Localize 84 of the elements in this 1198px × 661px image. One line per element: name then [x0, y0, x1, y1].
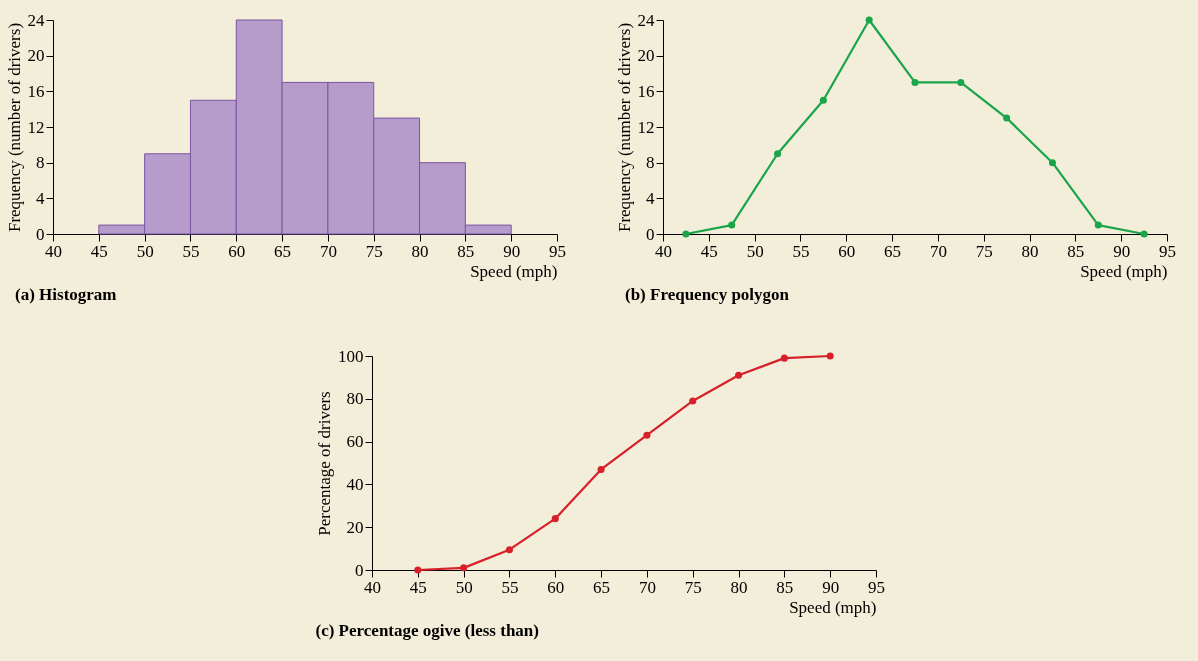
x-tick-label: 45 [700, 241, 718, 261]
y-tick-label: 12 [637, 117, 655, 137]
y-tick-label: 100 [338, 346, 364, 366]
y-tick-label: 8 [36, 153, 45, 173]
y-tick-label: 20 [346, 517, 364, 537]
x-tick-label: 95 [868, 577, 885, 597]
x-tick-label: 55 [182, 241, 200, 261]
point [911, 78, 919, 86]
x-tick-label: 80 [1021, 241, 1039, 261]
y-tick-label: 20 [637, 46, 655, 66]
point [597, 465, 605, 473]
x-axis-title: Speed (mph) [470, 261, 558, 281]
x-tick-label: 65 [593, 577, 611, 597]
x-axis-title: Speed (mph) [789, 597, 877, 617]
point [774, 150, 782, 158]
y-tick-label: 16 [637, 81, 655, 101]
x-tick-label: 85 [1067, 241, 1085, 261]
text: (a) Histogram [15, 285, 117, 304]
x-tick-label: 85 [457, 241, 475, 261]
point [728, 221, 736, 229]
x-tick-label: 45 [409, 577, 427, 597]
x-axis-title: Speed (mph) [1080, 261, 1168, 281]
x-tick-label: 80 [411, 241, 429, 261]
x-tick-label: 90 [822, 577, 840, 597]
point [826, 352, 834, 360]
x-tick-label: 95 [549, 241, 566, 261]
point [551, 515, 559, 523]
y-tick-label: 24 [637, 10, 655, 30]
text: (b) Frequency polygon [625, 285, 790, 304]
x-tick-label: 90 [1113, 241, 1131, 261]
point [957, 78, 965, 86]
x-tick-label: 40 [364, 577, 381, 597]
x-tick-label: 95 [1159, 241, 1176, 261]
y-tick-label: 16 [27, 81, 45, 101]
x-tick-label: 75 [684, 577, 702, 597]
y-tick-label: 0 [355, 560, 364, 580]
point [1048, 159, 1056, 167]
x-tick-label: 70 [929, 241, 947, 261]
x-tick-label: 50 [455, 577, 473, 597]
x-tick-label: 85 [776, 577, 794, 597]
point [505, 546, 513, 554]
x-tick-label: 70 [319, 241, 337, 261]
point [1140, 230, 1148, 238]
y-tick-label: 40 [346, 474, 364, 494]
y-tick-label: 4 [646, 188, 655, 208]
y-axis-title: Frequency (number of drivers) [614, 22, 634, 233]
point [1003, 114, 1011, 122]
point [460, 564, 468, 572]
x-tick-label: 50 [136, 241, 154, 261]
x-tick-label: 75 [365, 241, 383, 261]
x-tick-label: 60 [838, 241, 856, 261]
x-tick-label: 65 [274, 241, 292, 261]
y-tick-label: 24 [27, 10, 45, 30]
point [643, 431, 651, 439]
x-tick-label: 60 [547, 577, 565, 597]
x-tick-label: 90 [503, 241, 521, 261]
x-tick-label: 50 [746, 241, 764, 261]
x-tick-label: 75 [975, 241, 993, 261]
x-tick-label: 70 [638, 577, 656, 597]
y-tick-label: 8 [646, 153, 655, 173]
y-tick-label: 0 [36, 224, 45, 244]
y-tick-label: 4 [36, 188, 45, 208]
text: (c) Percentage ogive (less than) [315, 621, 539, 640]
y-axis-title: Frequency (number of drivers) [4, 22, 24, 233]
x-tick-label: 80 [730, 577, 748, 597]
x-tick-label: 60 [228, 241, 246, 261]
point [682, 230, 690, 238]
point [819, 96, 827, 104]
y-tick-label: 60 [346, 432, 364, 452]
point [1094, 221, 1102, 229]
x-tick-label: 45 [90, 241, 108, 261]
point [780, 354, 788, 362]
point [735, 371, 743, 379]
x-tick-label: 65 [884, 241, 902, 261]
x-tick-label: 55 [792, 241, 810, 261]
y-tick-label: 0 [646, 224, 655, 244]
y-tick-label: 12 [27, 117, 45, 137]
y-axis-title: Percentage of drivers [315, 391, 334, 536]
y-tick-label: 80 [346, 389, 364, 409]
x-tick-label: 55 [501, 577, 519, 597]
y-tick-label: 20 [27, 46, 45, 66]
point [414, 566, 422, 574]
point [865, 16, 873, 24]
point [689, 397, 697, 405]
